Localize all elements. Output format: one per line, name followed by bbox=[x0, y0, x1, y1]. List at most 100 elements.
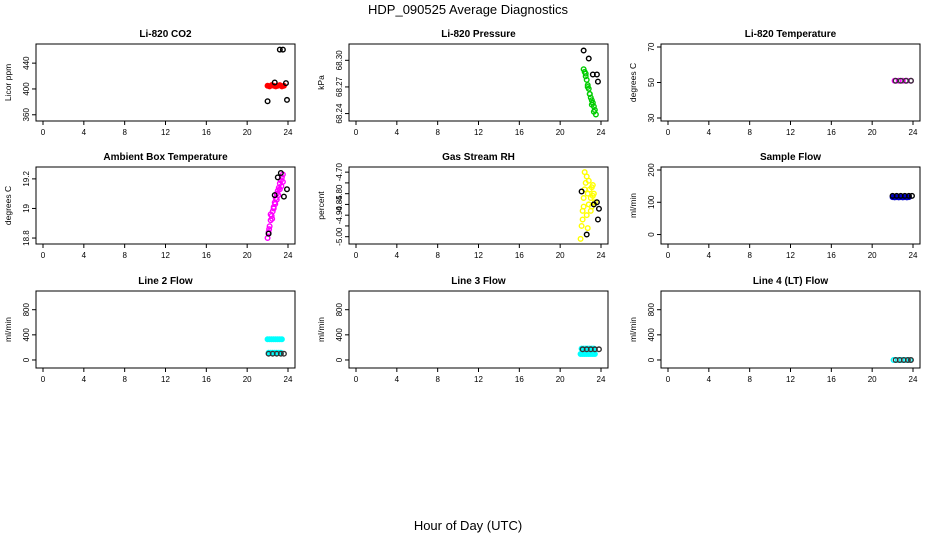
x-tick-label: 20 bbox=[556, 375, 565, 384]
y-tick-label: 50 bbox=[647, 78, 656, 87]
data-point bbox=[265, 230, 272, 237]
y-tick-label: 100 bbox=[647, 195, 656, 209]
plot-frame bbox=[35, 290, 296, 369]
y-tick-label: 800 bbox=[22, 302, 31, 316]
data-point bbox=[902, 77, 909, 84]
panel-ambient-box-temperature: Ambient Box Temperature 0 4 8 12 16 20 24 18.8 19… bbox=[3, 152, 296, 260]
x-tick-label: 24 bbox=[284, 375, 293, 384]
panel-title: Sample Flow bbox=[760, 152, 821, 163]
data-point bbox=[582, 73, 589, 80]
series-daily bbox=[889, 192, 915, 199]
y-axis-label: ml/min bbox=[628, 193, 638, 218]
x-tick-label: 20 bbox=[868, 128, 877, 137]
y-axis-label: ml/min bbox=[316, 317, 326, 342]
x-tick-label: 0 bbox=[354, 128, 359, 137]
y-tick-label: -4.85 bbox=[335, 195, 344, 214]
data-point bbox=[277, 350, 284, 357]
panel-line-3-flow: Line 3 Flow 0 4 8 12 16 20 24 0 400 800 ml/min bbox=[316, 276, 609, 384]
data-point bbox=[577, 235, 584, 242]
x-tick-label: 12 bbox=[474, 375, 483, 384]
x-tick-label: 8 bbox=[747, 128, 752, 137]
x-tick-label: 24 bbox=[909, 375, 918, 384]
x-tick-label: 24 bbox=[597, 128, 606, 137]
panel-gas-stream-rh: Gas Stream RH0 4 8 12 16 20 24-5.00-4.90-4.85-… bbox=[316, 152, 609, 260]
data-point bbox=[595, 346, 602, 353]
y-tick-label: 30 bbox=[647, 113, 656, 122]
data-point bbox=[892, 77, 899, 84]
data-point bbox=[271, 79, 278, 86]
x-tick-label: 16 bbox=[827, 375, 836, 384]
data-point bbox=[269, 215, 276, 222]
series-daily bbox=[892, 356, 914, 363]
x-tick-label: 20 bbox=[243, 251, 252, 260]
x-tick-label: 20 bbox=[868, 251, 877, 260]
x-tick-label: 24 bbox=[284, 251, 293, 260]
panel-line-2-flow: Line 2 Flow 0 4 8 12 16 20 24 0 400 800 ml/min bbox=[3, 276, 296, 384]
x-tick-label: 24 bbox=[284, 128, 293, 137]
data-point bbox=[585, 55, 592, 62]
data-point bbox=[595, 205, 602, 212]
x-tick-label: 4 bbox=[707, 251, 712, 260]
data-point bbox=[579, 216, 586, 223]
x-tick-label: 16 bbox=[515, 251, 524, 260]
series-daily bbox=[264, 46, 290, 105]
x-tick-label: 4 bbox=[395, 251, 400, 260]
series-daily bbox=[579, 346, 602, 353]
data-point bbox=[588, 184, 595, 191]
x-tick-label: 0 bbox=[41, 375, 46, 384]
y-tick-label: 19 bbox=[22, 203, 31, 212]
y-tick-label: 0 bbox=[335, 357, 344, 362]
x-tick-label: 16 bbox=[202, 128, 211, 137]
y-tick-label: 0 bbox=[22, 357, 31, 362]
data-point bbox=[593, 199, 600, 206]
x-tick-label: 8 bbox=[435, 251, 440, 260]
x-tick-label: 16 bbox=[515, 128, 524, 137]
data-point bbox=[904, 356, 911, 363]
x-tick-label: 8 bbox=[122, 375, 127, 384]
y-tick-label: 0 bbox=[647, 357, 656, 362]
data-point bbox=[589, 192, 596, 199]
y-axis-label: Licor ppm bbox=[3, 64, 13, 101]
x-tick-label: 12 bbox=[786, 128, 795, 137]
y-tick-label: 360 bbox=[22, 108, 31, 122]
y-tick-label: 200 bbox=[647, 163, 656, 177]
series-daily bbox=[580, 47, 601, 85]
x-tick-label: 20 bbox=[556, 128, 565, 137]
data-point bbox=[591, 351, 598, 358]
y-axis-label: degrees C bbox=[3, 186, 13, 225]
panel-title: Gas Stream RH bbox=[442, 152, 515, 163]
y-tick-label: 800 bbox=[335, 302, 344, 316]
x-tick-label: 12 bbox=[161, 251, 170, 260]
y-axis-label: degrees C bbox=[628, 63, 638, 102]
data-point bbox=[282, 80, 289, 87]
data-point bbox=[905, 192, 912, 199]
x-tick-label: 16 bbox=[515, 375, 524, 384]
y-tick-label: -4.80 bbox=[335, 184, 344, 203]
data-point bbox=[582, 70, 589, 77]
data-point bbox=[586, 91, 593, 98]
data-point bbox=[583, 76, 590, 83]
series-hourly bbox=[580, 66, 599, 118]
data-point bbox=[580, 47, 587, 54]
panel-title: Li-820 Pressure bbox=[441, 29, 516, 40]
x-tick-label: 12 bbox=[161, 375, 170, 384]
y-axis-label: percent bbox=[316, 191, 326, 220]
x-tick-label: 24 bbox=[597, 375, 606, 384]
x-tick-label: 8 bbox=[747, 251, 752, 260]
x-tick-label: 16 bbox=[202, 375, 211, 384]
x-tick-label: 0 bbox=[41, 251, 46, 260]
y-tick-label: 0 bbox=[647, 232, 656, 237]
y-tick-label: 800 bbox=[647, 302, 656, 316]
data-point bbox=[283, 186, 290, 193]
x-tick-label: 12 bbox=[786, 375, 795, 384]
data-point bbox=[908, 192, 915, 199]
y-tick-label: 400 bbox=[22, 82, 31, 96]
x-tick-label: 12 bbox=[474, 128, 483, 137]
x-tick-label: 4 bbox=[707, 128, 712, 137]
x-tick-label: 0 bbox=[41, 128, 46, 137]
panel-title: Line 2 Flow bbox=[138, 276, 193, 287]
data-point bbox=[280, 193, 287, 200]
data-point bbox=[587, 207, 594, 214]
x-tick-label: 16 bbox=[827, 251, 836, 260]
data-point bbox=[581, 169, 588, 176]
